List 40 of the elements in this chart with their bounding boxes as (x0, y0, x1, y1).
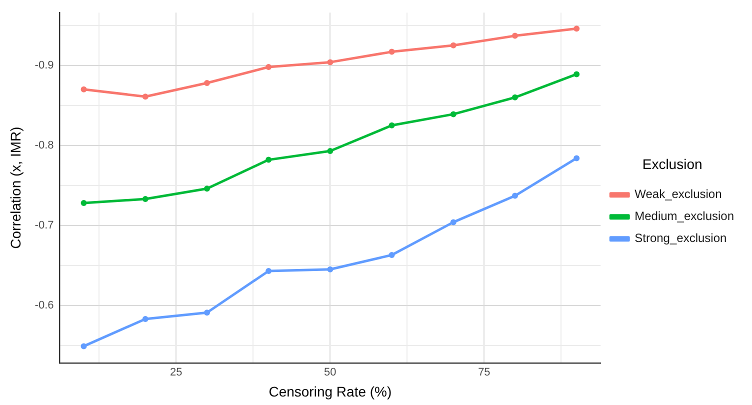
y-tick-label: -0.6 (34, 299, 54, 312)
point (450, 42, 456, 48)
x-tick-label: 50 (324, 366, 336, 379)
point (512, 192, 518, 199)
point (327, 59, 334, 66)
point (388, 48, 395, 55)
point (80, 200, 87, 206)
legend-title: Exclusion (642, 156, 702, 172)
point (80, 343, 87, 350)
x-axis-title: Censoring Rate (%) (268, 383, 392, 400)
point (142, 94, 148, 100)
point (142, 196, 148, 202)
point (512, 32, 518, 39)
point (204, 186, 210, 192)
point (327, 266, 334, 272)
point (266, 268, 272, 274)
y-axis-title: Correlation (x, IMR) (7, 126, 24, 249)
x-tick-label: 75 (478, 366, 490, 379)
point (574, 71, 580, 78)
legend-label: Strong_exclusion (634, 231, 727, 246)
y-tick-label: -0.7 (34, 219, 54, 232)
point (266, 64, 272, 70)
point (574, 26, 580, 32)
point (327, 148, 334, 154)
x-tick-label: 25 (170, 366, 182, 379)
legend-label: Medium_exclusion (634, 209, 734, 224)
point (204, 310, 210, 316)
legend-label: Weak_exclusion (634, 187, 722, 202)
point (142, 316, 148, 322)
point (266, 156, 272, 163)
point (204, 80, 210, 86)
point (512, 94, 518, 100)
y-tick-label: -0.8 (34, 139, 54, 152)
point (80, 86, 87, 92)
point (450, 111, 456, 118)
point (450, 219, 456, 226)
point (388, 122, 395, 128)
y-tick-label: -0.9 (34, 59, 54, 72)
point (574, 155, 580, 162)
point (388, 252, 395, 258)
